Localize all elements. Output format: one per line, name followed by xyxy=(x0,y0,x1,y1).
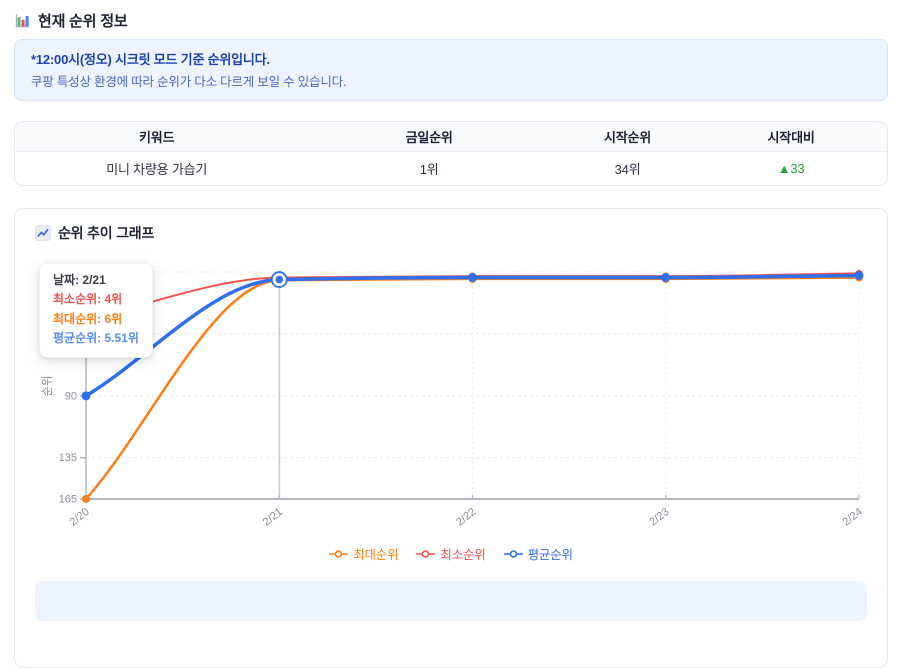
tooltip-date: 날짜: 2/21 xyxy=(53,273,106,287)
cell-start-rank: 34위 xyxy=(614,162,641,177)
notice-line-1: *12:00시(정오) 시크릿 모드 기준 순위입니다. xyxy=(31,52,270,67)
ranking-table-card: 키워드 금일순위 시작순위 시작대비 미니 차량용 가습기 1위 34위 ▲33 xyxy=(14,121,888,186)
table-row: 미니 차량용 가습기 1위 34위 ▲33 xyxy=(15,152,887,186)
svg-text:2/24: 2/24 xyxy=(841,506,865,529)
svg-text:2/22: 2/22 xyxy=(454,506,478,529)
notice-box: *12:00시(정오) 시크릿 모드 기준 순위입니다. 쿠팡 특성상 환경에 … xyxy=(14,39,888,101)
col-header-delta: 시작대비 xyxy=(695,122,887,152)
chart-section-header: 순위 추이 그래프 xyxy=(15,223,887,243)
cell-delta: ▲33 xyxy=(777,161,805,176)
legend-marker-icon xyxy=(416,549,436,558)
bottom-notice-strip xyxy=(35,581,867,621)
page-title: 현재 순위 정보 xyxy=(38,13,128,30)
svg-text:90: 90 xyxy=(65,390,77,402)
chart-tooltip: 날짜: 2/21 최소순위: 4위 최대순위: 6위 평균순위: 5.51위 xyxy=(39,263,153,358)
legend-item-min-rank[interactable]: 최소순위 xyxy=(416,544,486,563)
ranking-table: 키워드 금일순위 시작순위 시작대비 미니 차량용 가습기 1위 34위 ▲33 xyxy=(15,122,887,185)
legend-item-avg-rank[interactable]: 평균순위 xyxy=(503,544,573,563)
chart-card: 순위 추이 그래프 90 135 165 2/20 2/21 2/22 2/23 2/24 순위… xyxy=(14,208,888,668)
tooltip-min-rank: 최소순위: 4위 xyxy=(53,292,123,307)
legend-marker-icon xyxy=(329,549,349,558)
svg-text:2/20: 2/20 xyxy=(68,506,92,529)
col-header-today-rank: 금일순위 xyxy=(298,122,560,152)
line-chart-icon xyxy=(35,225,51,241)
rank-trend-chart[interactable]: 90 135 165 2/20 2/21 2/22 2/23 2/24 순위 날짜: 2/21 … xyxy=(35,256,867,538)
legend-item-max-rank[interactable]: 최대순위 xyxy=(329,544,399,563)
chart-legend: 최대순위 최소순위 평균순위 xyxy=(15,544,887,563)
page-header: 현재 순위 정보 xyxy=(0,0,902,37)
tooltip-max-rank: 최대순위: 6위 xyxy=(53,311,123,326)
notice-line-2: 쿠팡 특성상 환경에 따라 순위가 다소 다르게 보일 수 있습니다. xyxy=(31,75,347,89)
cell-today-rank: 1위 xyxy=(419,162,439,177)
col-header-keyword: 키워드 xyxy=(15,122,299,152)
col-header-start-rank: 시작순위 xyxy=(559,122,696,152)
legend-marker-icon xyxy=(503,549,523,558)
chart-title: 순위 추이 그래프 xyxy=(58,225,155,241)
tooltip-avg-rank: 평균순위: 5.51위 xyxy=(53,331,139,346)
cell-keyword: 미니 차량용 가습기 xyxy=(106,162,208,177)
svg-text:순위: 순위 xyxy=(41,375,54,396)
svg-text:135: 135 xyxy=(59,452,77,464)
svg-text:2/21: 2/21 xyxy=(261,506,285,529)
table-header-row: 키워드 금일순위 시작순위 시작대비 xyxy=(15,122,887,152)
svg-text:2/23: 2/23 xyxy=(647,506,671,529)
bar-chart-icon xyxy=(14,13,31,29)
svg-text:165: 165 xyxy=(59,494,77,506)
